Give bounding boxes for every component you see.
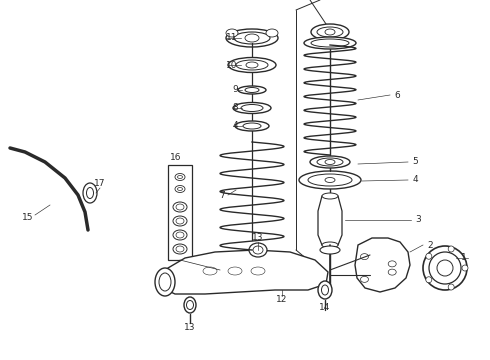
Ellipse shape: [159, 273, 171, 291]
Ellipse shape: [249, 243, 267, 257]
Ellipse shape: [322, 193, 338, 199]
Ellipse shape: [83, 183, 97, 203]
Text: 3: 3: [415, 216, 421, 225]
Ellipse shape: [176, 232, 184, 238]
Ellipse shape: [325, 177, 335, 183]
Ellipse shape: [173, 244, 187, 254]
Ellipse shape: [448, 284, 454, 290]
Ellipse shape: [241, 104, 263, 112]
Ellipse shape: [235, 121, 269, 131]
Ellipse shape: [203, 267, 217, 275]
Text: 2: 2: [427, 240, 433, 249]
Text: 17: 17: [94, 179, 106, 188]
Ellipse shape: [187, 301, 194, 310]
Bar: [168, 165, 192, 260]
Text: 10: 10: [226, 60, 238, 69]
Polygon shape: [160, 250, 328, 294]
Ellipse shape: [322, 242, 338, 248]
Ellipse shape: [234, 32, 270, 44]
Ellipse shape: [175, 185, 185, 193]
Ellipse shape: [245, 87, 259, 93]
Ellipse shape: [226, 29, 238, 37]
Ellipse shape: [325, 159, 335, 165]
Ellipse shape: [253, 246, 263, 254]
Ellipse shape: [176, 246, 184, 252]
Ellipse shape: [299, 171, 361, 189]
Ellipse shape: [318, 281, 332, 299]
Ellipse shape: [361, 254, 368, 260]
Ellipse shape: [429, 252, 461, 284]
Text: 1: 1: [461, 253, 467, 262]
Ellipse shape: [317, 27, 343, 37]
Ellipse shape: [304, 37, 356, 49]
Ellipse shape: [310, 156, 350, 168]
Ellipse shape: [226, 29, 278, 47]
Text: 13: 13: [184, 324, 196, 333]
Text: 12: 12: [276, 296, 288, 305]
Ellipse shape: [155, 268, 175, 296]
Ellipse shape: [233, 103, 271, 113]
Text: 8: 8: [232, 104, 238, 112]
Ellipse shape: [462, 265, 468, 271]
Ellipse shape: [437, 260, 453, 276]
Text: 9: 9: [232, 85, 238, 94]
Ellipse shape: [388, 269, 396, 275]
Polygon shape: [318, 196, 342, 245]
Ellipse shape: [320, 246, 340, 254]
Ellipse shape: [423, 246, 467, 290]
Ellipse shape: [321, 285, 328, 295]
Text: 7: 7: [219, 190, 225, 199]
Ellipse shape: [245, 34, 259, 42]
Ellipse shape: [388, 261, 396, 267]
Ellipse shape: [238, 86, 266, 94]
Text: 4: 4: [412, 175, 418, 184]
Ellipse shape: [246, 62, 258, 68]
Ellipse shape: [308, 174, 352, 186]
Ellipse shape: [311, 39, 349, 47]
Ellipse shape: [266, 29, 278, 37]
Ellipse shape: [243, 123, 261, 129]
Ellipse shape: [87, 188, 94, 198]
Ellipse shape: [426, 277, 432, 283]
Ellipse shape: [177, 175, 182, 179]
Text: 6: 6: [394, 90, 400, 99]
Ellipse shape: [228, 58, 276, 72]
Ellipse shape: [448, 246, 454, 252]
Ellipse shape: [317, 158, 343, 166]
Text: 13: 13: [252, 234, 264, 243]
Ellipse shape: [176, 218, 184, 224]
Ellipse shape: [361, 276, 368, 282]
Ellipse shape: [173, 202, 187, 212]
Ellipse shape: [175, 174, 185, 180]
Ellipse shape: [173, 230, 187, 240]
Ellipse shape: [236, 60, 268, 70]
Ellipse shape: [311, 24, 349, 40]
Ellipse shape: [325, 29, 335, 35]
Text: 14: 14: [319, 303, 331, 312]
Ellipse shape: [173, 216, 187, 226]
Ellipse shape: [426, 253, 432, 259]
Ellipse shape: [251, 267, 265, 275]
Text: 4: 4: [232, 122, 238, 130]
Ellipse shape: [228, 267, 242, 275]
Text: 5: 5: [412, 158, 418, 166]
Text: 16: 16: [170, 153, 182, 162]
Ellipse shape: [177, 188, 182, 190]
Polygon shape: [355, 238, 410, 292]
Text: 11: 11: [226, 33, 238, 42]
Ellipse shape: [176, 204, 184, 210]
Text: 15: 15: [22, 213, 34, 222]
Ellipse shape: [184, 297, 196, 313]
